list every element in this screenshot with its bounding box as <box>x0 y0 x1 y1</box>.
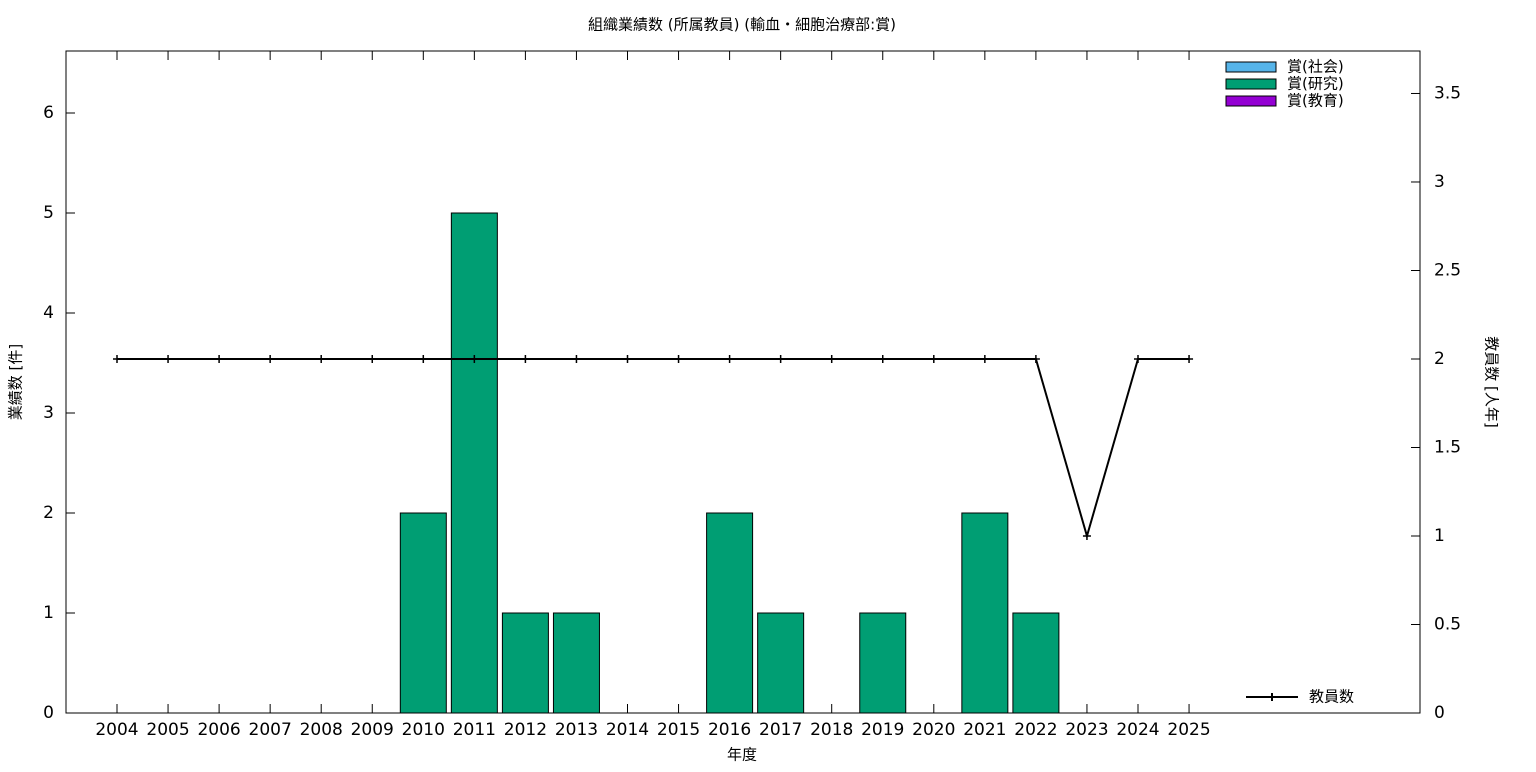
point <box>725 354 734 363</box>
bar <box>961 512 1009 714</box>
legend-line <box>1246 693 1298 701</box>
point <box>266 354 275 363</box>
x-tick-label: 2008 <box>300 720 343 740</box>
x-tick-label: 2019 <box>861 720 904 740</box>
x-tick-label: 2005 <box>146 720 189 740</box>
point <box>521 354 530 363</box>
y2-tick-label: 3 <box>1434 172 1445 192</box>
x-tick-label: 2018 <box>810 720 853 740</box>
x-tick-label: 2011 <box>453 720 496 740</box>
x-axis-label: 年度 <box>727 746 757 764</box>
y2-axis-label: 教員数 [人年] <box>1483 336 1501 427</box>
bar <box>399 512 447 714</box>
x-tick-label: 2012 <box>504 720 547 740</box>
bar <box>552 612 600 714</box>
point <box>368 354 377 363</box>
x-tick-label: 2004 <box>95 720 138 740</box>
y-axis-label: 業績数 [件] <box>7 344 25 420</box>
bar <box>501 612 549 714</box>
point <box>113 354 121 363</box>
legend-label: 賞(研究) <box>1287 75 1344 93</box>
x-tick-label: 2021 <box>963 720 1006 740</box>
y2-tick-label: 2 <box>1434 349 1445 369</box>
x-tick-label: 2024 <box>1116 720 1159 740</box>
bar <box>706 512 754 714</box>
point <box>317 354 326 363</box>
point <box>929 354 938 363</box>
point <box>1134 354 1142 363</box>
legend-swatch <box>1225 61 1277 73</box>
y-tick-label: 1 <box>43 603 54 623</box>
point <box>827 354 836 363</box>
y2-tick-label: 2.5 <box>1434 260 1461 280</box>
y-tick-label: 5 <box>43 203 54 223</box>
y2-tick-label: 0.5 <box>1434 614 1461 634</box>
x-tick-label: 2013 <box>555 720 598 740</box>
point <box>878 354 887 363</box>
legend-label: 教員数 <box>1309 688 1354 706</box>
point <box>164 354 173 363</box>
x-tick-label: 2009 <box>351 720 394 740</box>
point <box>674 354 683 363</box>
x-tick-label: 2007 <box>249 720 292 740</box>
legend-swatch <box>1225 95 1277 107</box>
x-tick-label: 2014 <box>606 720 649 740</box>
x-tick-label: 2017 <box>759 720 802 740</box>
y2-tick-label: 3.5 <box>1434 83 1461 103</box>
legend-label: 賞(社会) <box>1287 58 1344 76</box>
chart-title: 組織業績数 (所属教員) (輸血・細胞治療部:賞) <box>588 16 896 34</box>
point <box>572 354 581 363</box>
point <box>470 354 479 363</box>
y-tick-label: 4 <box>43 303 54 323</box>
y2-tick-label: 1.5 <box>1434 437 1461 457</box>
y2-tick-label: 0 <box>1434 703 1445 723</box>
point <box>1031 354 1040 363</box>
point <box>776 354 785 363</box>
x-tick-label: 2015 <box>657 720 700 740</box>
point <box>419 354 428 363</box>
point <box>215 354 224 363</box>
point <box>623 354 632 363</box>
point <box>980 354 989 363</box>
x-tick-label: 2025 <box>1167 720 1210 740</box>
x-tick-label: 2016 <box>708 720 751 740</box>
x-tick-label: 2022 <box>1014 720 1057 740</box>
y-tick-label: 2 <box>43 503 54 523</box>
point <box>1082 531 1091 540</box>
y-tick-label: 6 <box>43 103 54 123</box>
line <box>117 357 1190 540</box>
legend-label: 賞(教育) <box>1287 92 1344 110</box>
bar <box>757 612 805 714</box>
bar <box>859 612 907 714</box>
x-tick-label: 2023 <box>1065 720 1108 740</box>
bar <box>1012 612 1060 714</box>
x-tick-label: 2010 <box>402 720 445 740</box>
y-tick-label: 3 <box>43 403 54 423</box>
x-tick-label: 2020 <box>912 720 955 740</box>
bar <box>450 212 498 714</box>
point <box>1185 354 1194 363</box>
y-tick-label: 0 <box>43 703 54 723</box>
legend-swatch <box>1225 78 1277 90</box>
x-tick-label: 2006 <box>197 720 240 740</box>
y2-tick-label: 1 <box>1434 526 1445 546</box>
